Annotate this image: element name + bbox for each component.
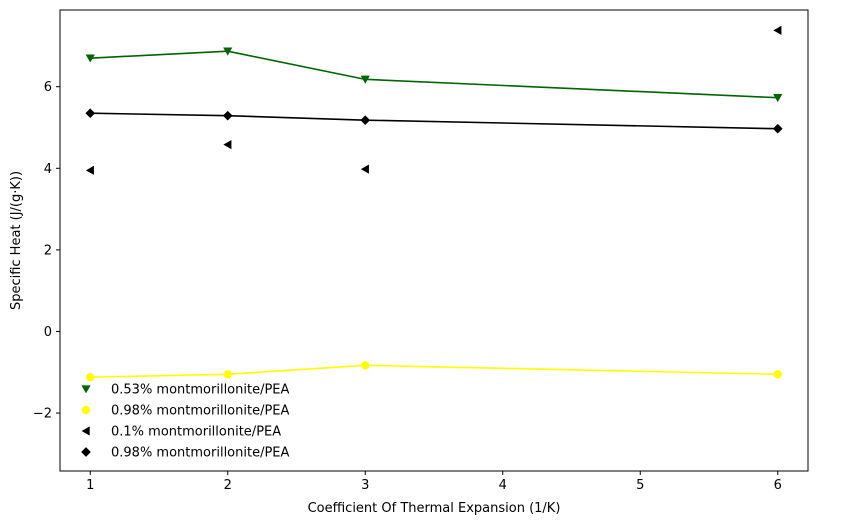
y-tick-label: −2 — [33, 407, 52, 422]
data-point — [223, 47, 233, 56]
data-point — [773, 25, 782, 35]
series-markers — [85, 25, 783, 382]
legend-marker — [81, 426, 90, 436]
x-tick-label: 6 — [774, 478, 782, 493]
x-tick-label: 3 — [361, 478, 369, 493]
y-tick-label: 2 — [44, 243, 52, 258]
data-point — [223, 140, 232, 150]
data-point — [772, 123, 783, 134]
data-point — [85, 54, 95, 63]
x-tick-label: 2 — [224, 478, 232, 493]
series-lines — [90, 50, 778, 378]
legend-marker — [81, 405, 91, 415]
y-axis-label: Specific Heat (J/(g·K)) — [9, 171, 24, 310]
series-line-1 — [90, 364, 778, 378]
legend-entry: 0.53% montmorillonite/PEA — [111, 383, 290, 398]
series-line-3 — [90, 112, 778, 130]
legend-entry: 0.1% montmorillonite/PEA — [111, 425, 281, 440]
x-tick-label: 5 — [636, 478, 644, 493]
legend-marker — [81, 385, 91, 394]
data-point — [360, 115, 371, 125]
data-point — [86, 372, 95, 382]
plot-frame — [59, 9, 809, 472]
y-tick-label: 6 — [44, 80, 52, 95]
legend-marker — [81, 447, 91, 457]
data-point — [222, 110, 233, 121]
data-point — [361, 361, 370, 370]
x-tick-label: 4 — [499, 478, 507, 493]
data-point — [85, 165, 94, 175]
legend-entry: 0.98% montmorillonite/PEA — [111, 404, 290, 419]
data-point — [360, 164, 369, 174]
data-point — [360, 75, 370, 84]
y-axis-ticks: −2 0 2 4 6 — [33, 80, 60, 422]
y-tick-label: 0 — [44, 325, 52, 340]
x-axis-ticks: 1 2 3 4 5 6 — [86, 471, 782, 493]
y-tick-label: 4 — [44, 162, 52, 177]
data-point — [773, 370, 782, 379]
data-point — [85, 108, 96, 119]
legend: 0.53% montmorillonite/PEA 0.98% montmoril… — [81, 383, 290, 461]
data-point — [223, 370, 232, 379]
legend-entry: 0.98% montmorillonite/PEA — [111, 446, 290, 461]
x-tick-label: 1 — [86, 478, 94, 493]
data-point — [773, 94, 783, 103]
x-axis-label: Coefficient Of Thermal Expansion (1/K) — [308, 501, 561, 516]
series-line-0 — [90, 50, 778, 99]
